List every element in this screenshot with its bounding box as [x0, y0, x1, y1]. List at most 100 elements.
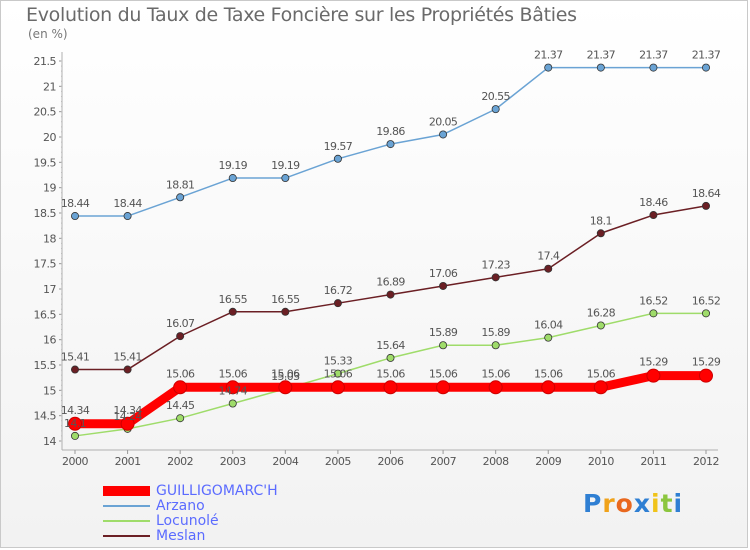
data-point — [71, 366, 79, 373]
data-point — [330, 380, 345, 395]
data-label: 15.06 — [429, 367, 458, 380]
data-label: 18.44 — [113, 197, 142, 210]
data-point — [699, 368, 713, 383]
chart-legend: GUILLIGOMARC'H Arzano Locunolé Meslan — [103, 484, 343, 544]
y-tick-label: 19.5 — [34, 156, 57, 169]
y-tick-label: 14.5 — [34, 410, 57, 423]
data-label: 16.52 — [692, 294, 721, 307]
legend-label: Locunolé — [156, 513, 219, 529]
data-label: 16.89 — [376, 276, 405, 289]
data-point — [597, 322, 605, 329]
x-tick-label: 2009 — [535, 455, 561, 468]
y-unit-label: (en %) — [28, 27, 68, 41]
legend-label: GUILLIGOMARC'H — [156, 483, 278, 499]
x-tick-label: 2012 — [693, 455, 719, 468]
logo-letter: i — [673, 489, 684, 518]
data-label: 16.55 — [271, 293, 300, 306]
legend-item: Arzano — [103, 499, 343, 514]
data-point — [650, 64, 657, 71]
data-label: 14.34 — [113, 404, 142, 417]
data-point — [597, 230, 605, 237]
data-point — [229, 308, 236, 315]
data-label: 21.37 — [534, 49, 563, 62]
data-label: 15.06 — [481, 367, 510, 380]
data-point — [387, 140, 394, 148]
data-point — [650, 310, 657, 317]
data-point — [488, 380, 503, 395]
data-point — [439, 131, 447, 138]
data-label: 19.57 — [324, 140, 353, 153]
logo-letter: r — [602, 489, 616, 518]
legend-item: Locunolé — [103, 514, 343, 529]
legend-label: Meslan — [156, 528, 206, 544]
data-point — [702, 202, 710, 210]
proxiti-logo: Proxiti — [583, 489, 683, 518]
y-tick-label: 21 — [43, 80, 56, 93]
data-label: 14.24 — [113, 410, 142, 423]
data-label: 21.37 — [639, 49, 668, 62]
x-tick-label: 2002 — [167, 455, 193, 468]
y-tick-label: 21.5 — [34, 55, 57, 68]
logo-letter: x — [633, 489, 651, 518]
data-point — [646, 368, 661, 383]
data-label: 15.03 — [271, 370, 300, 383]
data-label: 14.74 — [219, 385, 248, 398]
data-label: 15.06 — [219, 367, 248, 380]
x-tick-label: 2008 — [483, 455, 509, 468]
logo-letter: t — [660, 489, 674, 518]
logo-letter: P — [583, 489, 603, 518]
data-label: 15.06 — [166, 367, 195, 380]
data-label: 16.72 — [324, 284, 353, 297]
data-label: 17.06 — [429, 267, 458, 280]
data-label: 21.37 — [692, 49, 721, 62]
data-label: 15.41 — [113, 351, 142, 364]
y-tick-label: 15.5 — [34, 359, 57, 372]
data-point — [492, 342, 499, 349]
legend-swatch — [103, 535, 150, 537]
data-point — [120, 416, 135, 431]
data-label: 15.33 — [324, 355, 353, 368]
data-label: 15.06 — [271, 367, 300, 380]
data-label: 16.55 — [219, 293, 248, 306]
legend-label: Arzano — [156, 498, 205, 514]
data-label: 16.28 — [587, 306, 616, 319]
data-point — [597, 64, 605, 71]
data-point — [124, 212, 131, 220]
data-point — [387, 291, 394, 298]
data-point — [383, 380, 398, 395]
x-tick-label: 2006 — [378, 455, 404, 468]
data-point — [124, 366, 131, 373]
data-point — [545, 265, 552, 272]
y-tick-label: 16 — [43, 334, 56, 347]
data-label: 15.41 — [61, 351, 90, 364]
data-point — [176, 332, 184, 340]
data-point — [650, 211, 657, 219]
data-label: 15.89 — [429, 326, 458, 339]
data-point — [492, 274, 499, 281]
x-tick-label: 2007 — [430, 455, 456, 468]
data-point — [545, 334, 552, 341]
data-label: 19.86 — [376, 125, 405, 138]
logo-letter: i — [651, 489, 661, 518]
data-point — [278, 380, 293, 395]
data-label: 15.29 — [692, 356, 721, 369]
data-label: 16.04 — [534, 319, 563, 332]
logo-letter: o — [615, 489, 634, 518]
y-tick-label: 15 — [43, 384, 56, 397]
data-label: 18.46 — [639, 196, 668, 209]
data-point — [541, 380, 556, 395]
data-label: 17.23 — [481, 258, 510, 271]
x-tick-label: 2005 — [325, 455, 351, 468]
data-point — [439, 282, 447, 290]
data-label: 21.37 — [587, 49, 616, 62]
data-label: 15.06 — [534, 367, 563, 380]
data-label: 19.19 — [219, 159, 248, 172]
data-label: 18.64 — [692, 187, 721, 200]
y-tick-label: 19 — [43, 182, 56, 195]
data-point — [387, 354, 394, 362]
data-point — [229, 174, 236, 182]
data-point — [702, 310, 710, 317]
data-point — [282, 174, 289, 182]
